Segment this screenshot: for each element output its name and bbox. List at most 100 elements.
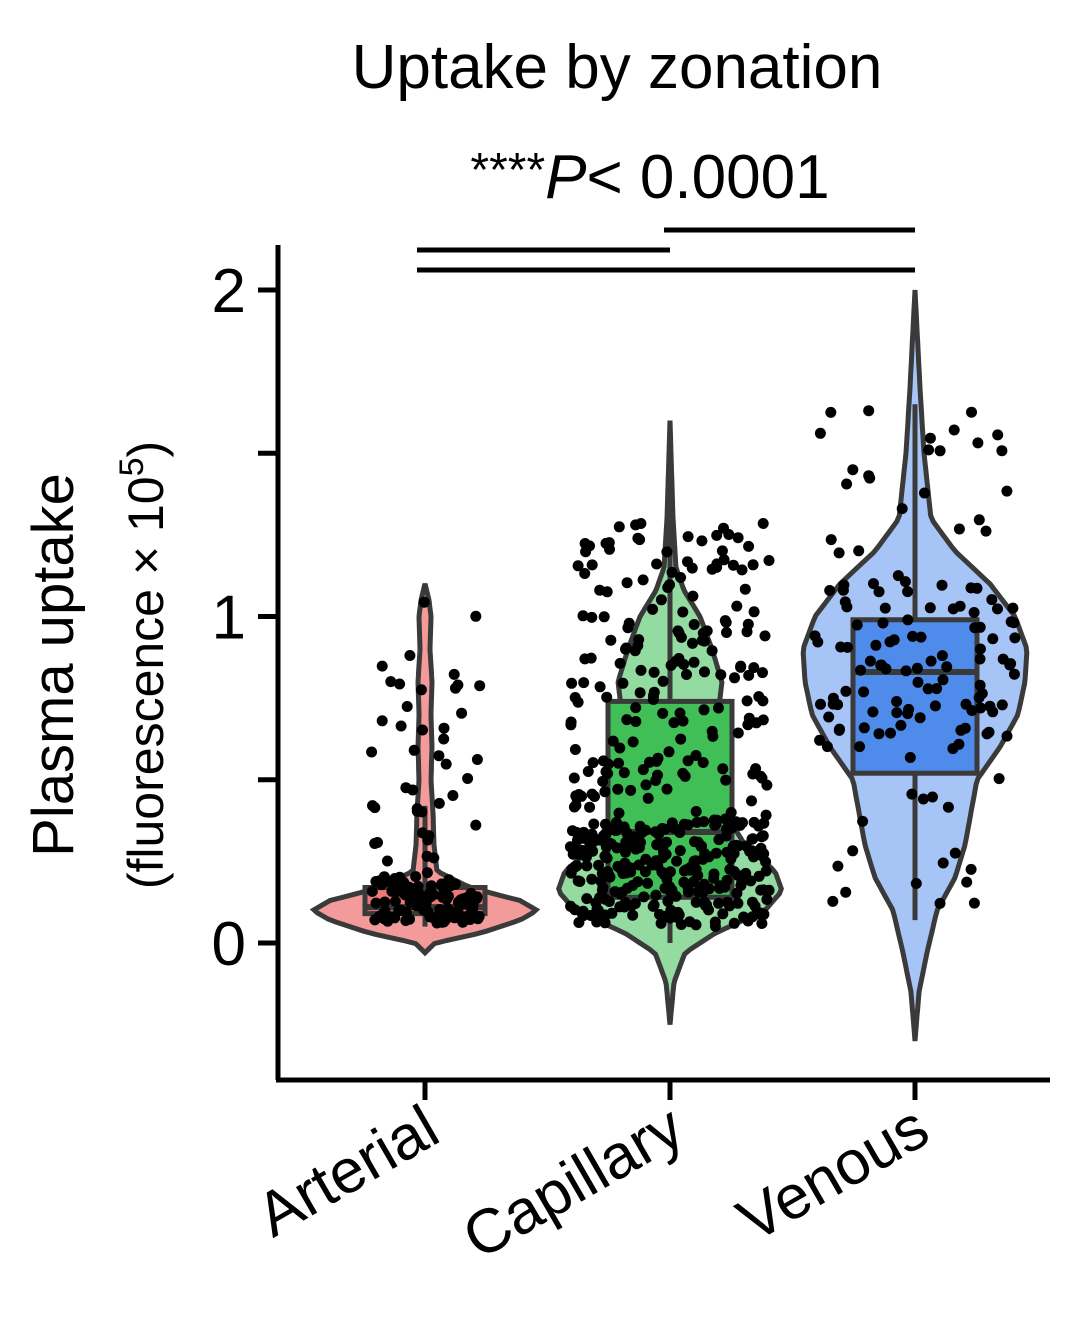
data-point: [1007, 602, 1019, 614]
data-point: [924, 432, 936, 444]
data-point: [832, 699, 844, 711]
data-point: [993, 773, 1005, 785]
data-point: [593, 859, 605, 871]
data-point: [640, 779, 652, 791]
data-point: [447, 790, 459, 801]
data-point: [438, 916, 450, 928]
data-point: [634, 534, 646, 546]
data-point: [870, 639, 882, 651]
data-point: [718, 522, 729, 534]
data-point: [366, 885, 378, 897]
data-point: [934, 897, 946, 909]
data-point: [756, 850, 768, 862]
data-point: [855, 664, 867, 676]
data-point: [760, 809, 772, 821]
data-point: [974, 679, 986, 691]
data-point: [929, 700, 941, 712]
data-point: [663, 746, 675, 758]
data-point: [656, 866, 668, 878]
data-point: [601, 586, 613, 598]
data-point: [736, 564, 748, 576]
data-point: [743, 669, 755, 681]
significance-value: < 0.0001: [587, 143, 830, 212]
data-point: [567, 848, 579, 860]
data-point: [735, 661, 747, 673]
x-tick-label: Capillary: [452, 1092, 695, 1272]
data-point: [635, 664, 647, 676]
data-point: [823, 711, 835, 723]
data-point: [722, 896, 733, 908]
data-point: [657, 852, 669, 864]
data-point: [716, 545, 728, 557]
data-point: [911, 662, 923, 674]
y-tick-label: 0: [212, 910, 246, 979]
data-point: [825, 534, 837, 546]
data-point: [984, 700, 996, 712]
data-point: [711, 529, 723, 541]
data-point: [698, 704, 710, 716]
data-point: [438, 722, 450, 734]
data-point: [440, 758, 452, 770]
data-point: [725, 807, 737, 818]
data-point: [853, 545, 865, 557]
data-point: [834, 723, 845, 735]
x-ticks: Arterial Capillary Venous: [245, 1080, 940, 1273]
data-point: [717, 763, 729, 775]
data-point: [703, 851, 715, 863]
data-point: [740, 840, 752, 852]
data-point: [662, 582, 674, 593]
data-point: [628, 831, 640, 843]
data-point: [922, 683, 934, 695]
data-point: [674, 845, 686, 857]
data-point: [941, 661, 953, 673]
data-point: [685, 861, 696, 873]
data-point: [815, 698, 826, 710]
data-point: [614, 742, 626, 754]
data-point: [601, 691, 613, 703]
data-point: [597, 775, 609, 787]
data-point: [740, 867, 752, 879]
data-point: [706, 645, 718, 657]
data-point: [688, 656, 700, 668]
data-point: [748, 851, 759, 863]
data-point: [586, 559, 598, 571]
data-point: [757, 518, 769, 529]
data-point: [917, 793, 929, 805]
data-point: [425, 880, 437, 892]
data-point: [949, 847, 961, 859]
data-point: [912, 676, 924, 688]
data-point: [454, 899, 466, 911]
data-point: [613, 521, 625, 533]
points-venous: [809, 405, 1021, 909]
data-point: [972, 437, 984, 449]
data-point: [599, 786, 611, 798]
data-point: [582, 766, 594, 777]
data-point: [593, 834, 605, 845]
data-point: [719, 881, 731, 893]
data-point: [651, 755, 663, 767]
violin-arterial: [309, 583, 541, 957]
data-point: [578, 826, 590, 838]
y-axis-label-prefix: (fluorescence × 10: [118, 476, 174, 889]
data-point: [727, 559, 739, 571]
data-point: [763, 555, 775, 566]
data-point: [595, 875, 607, 887]
data-point: [379, 896, 391, 908]
data-point: [588, 818, 600, 830]
data-point: [661, 783, 673, 795]
data-point: [572, 560, 584, 572]
data-point: [590, 897, 602, 909]
data-point: [569, 744, 581, 755]
y-axis-label-suffix: ): [118, 441, 174, 458]
data-point: [393, 905, 405, 917]
data-point: [465, 907, 477, 919]
data-point: [630, 519, 642, 531]
data-point: [652, 769, 663, 781]
data-point: [385, 676, 397, 688]
data-point: [682, 755, 694, 767]
data-point: [736, 876, 748, 888]
data-point: [409, 886, 421, 898]
data-point: [421, 867, 433, 879]
data-point: [891, 707, 903, 719]
data-point: [407, 784, 419, 796]
